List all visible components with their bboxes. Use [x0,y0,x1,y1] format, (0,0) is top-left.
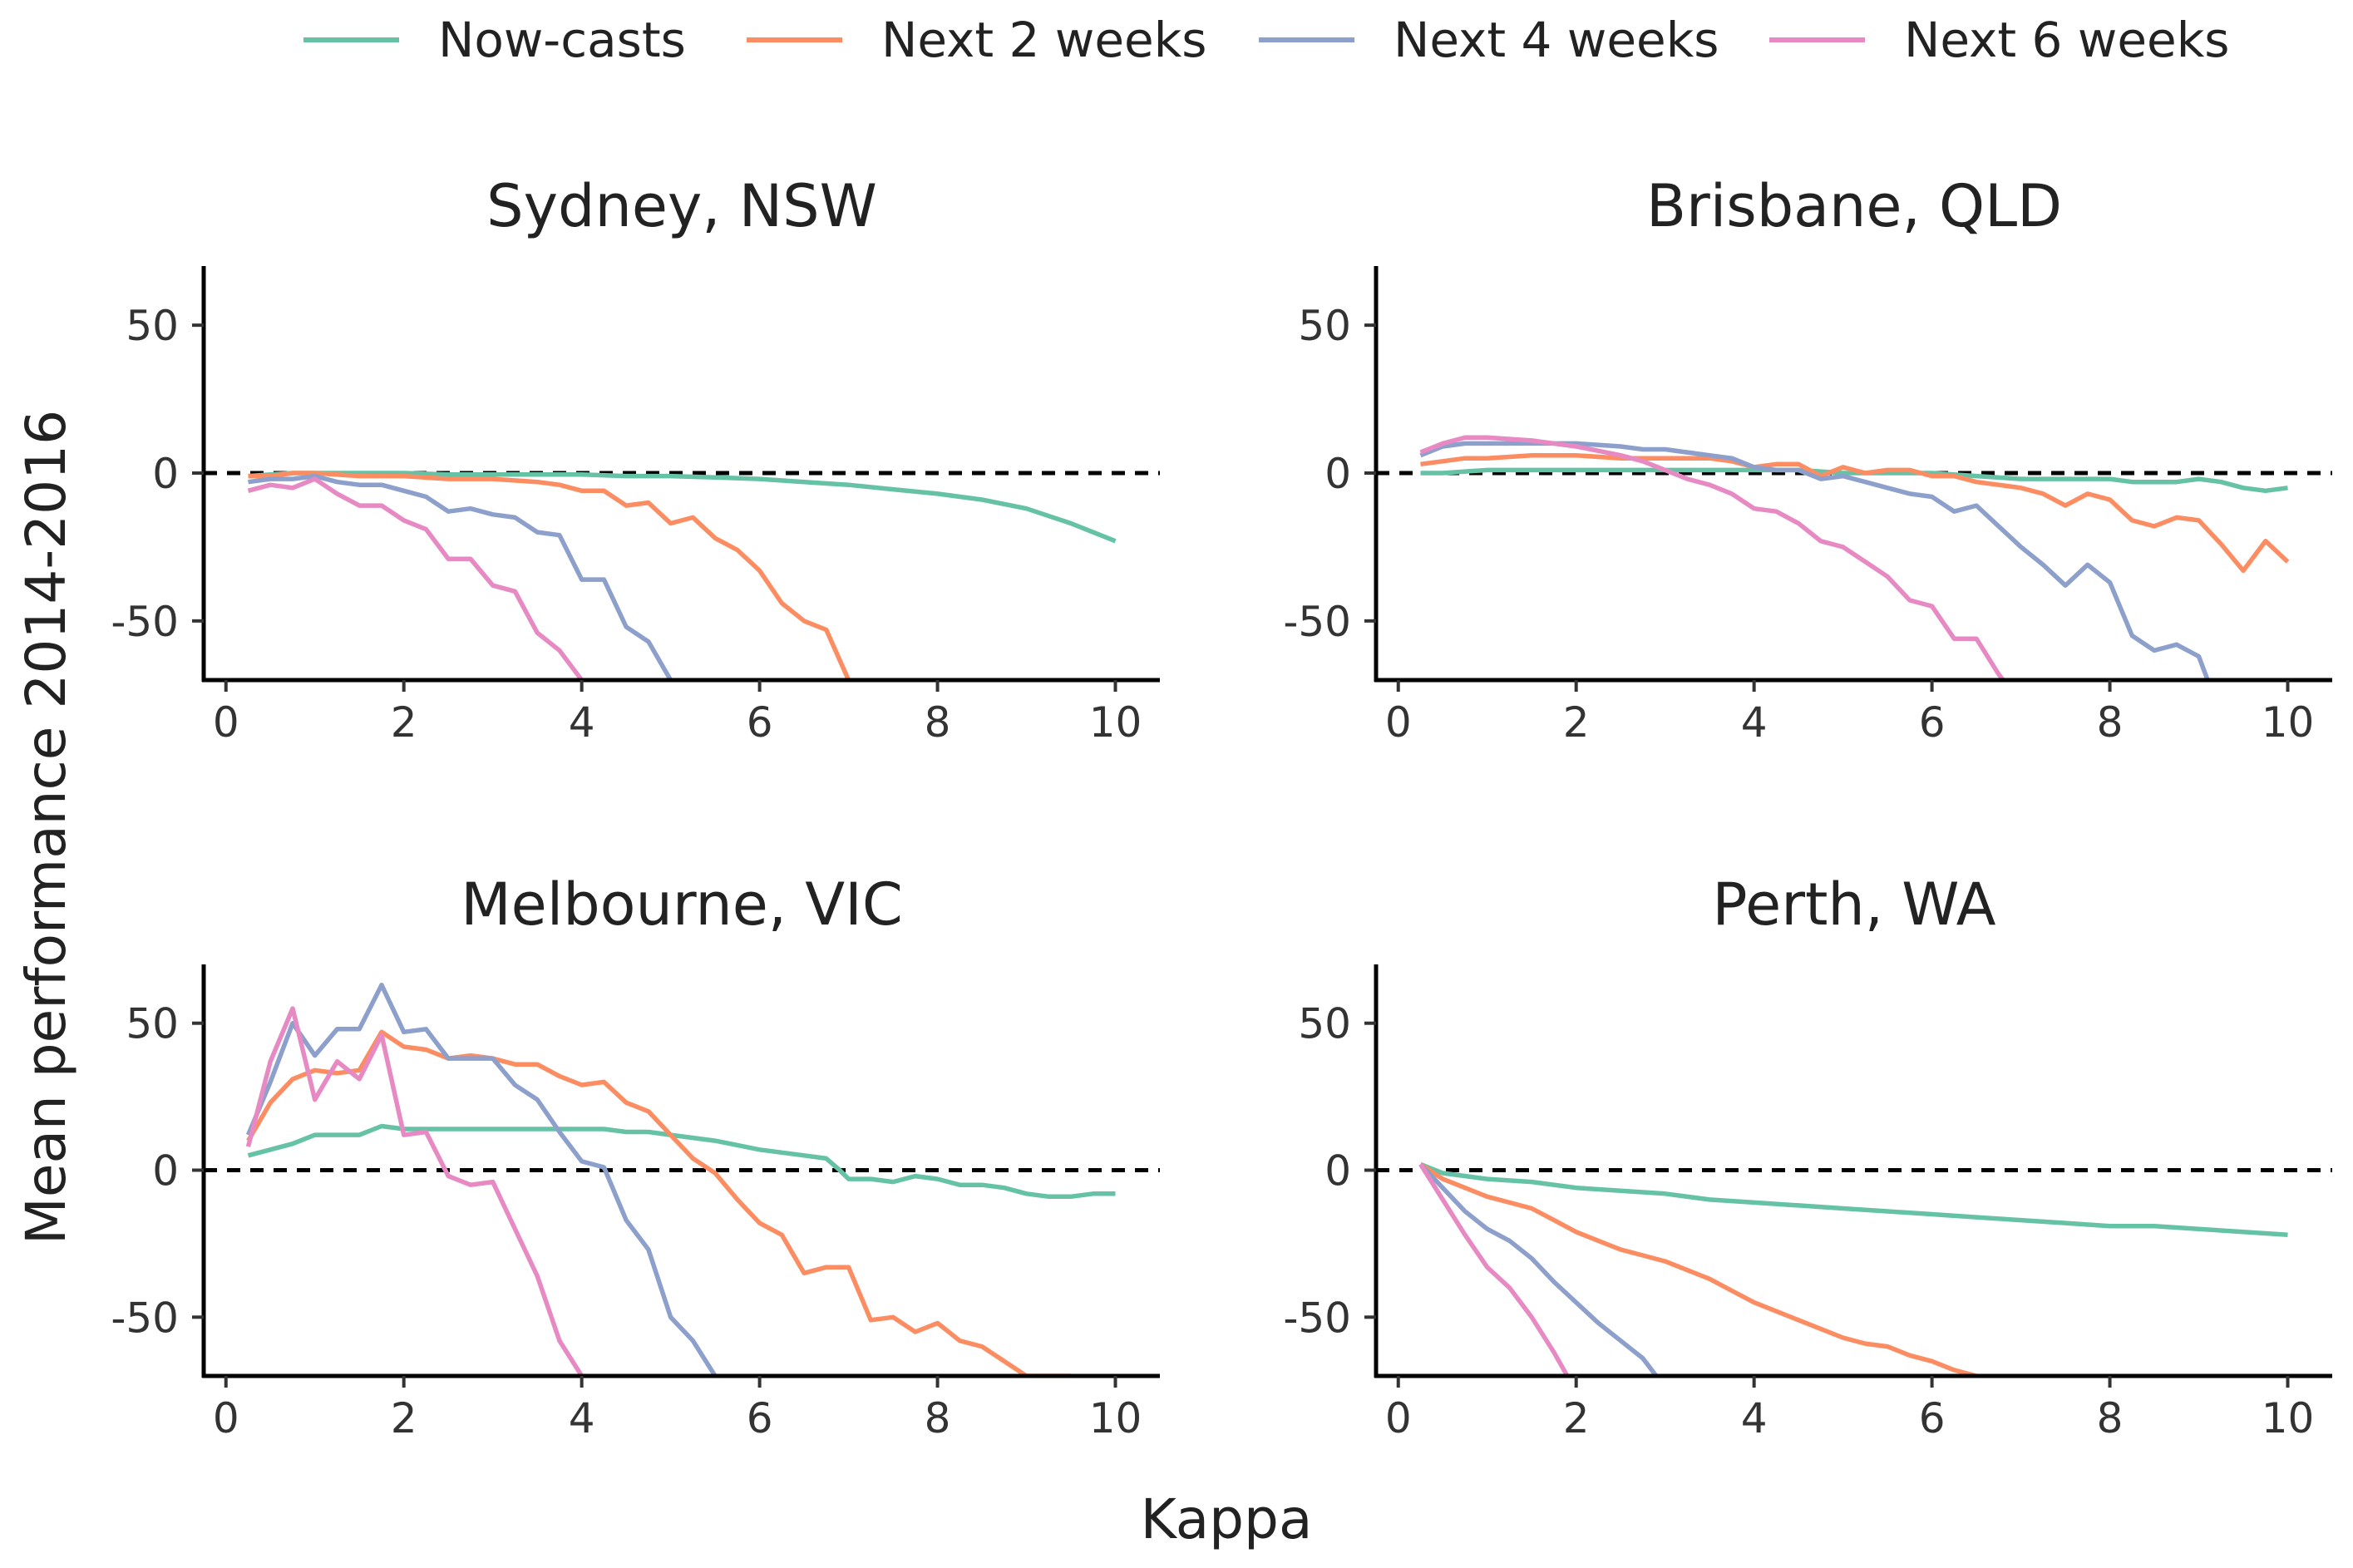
legend-item-next-4-weeks: Next 4 weeks [1259,12,1719,68]
series-line-next-4-weeks [248,473,673,680]
x-tick-label: 0 [213,1394,239,1442]
y-tick-label: -50 [1283,1294,1351,1342]
y-tick-label: 50 [1298,302,1351,350]
legend-label: Now-casts [438,12,686,68]
x-tick-label: 6 [1919,698,1946,747]
x-tick-label: 2 [1563,1394,1590,1442]
chart-panels: Sydney, NSW 0 2 4 6 8 10 -50 0 50 Brisbane, QLD 0 2 4… [111,172,2332,1442]
panel-title: Sydney, NSW [486,172,877,240]
series-lines [245,983,1116,1376]
legend-label: Next 6 weeks [1904,12,2230,68]
y-tick-label: -50 [111,598,179,646]
x-tick-label: 0 [1385,698,1412,747]
x-tick-label: 8 [925,698,951,747]
x-tick-label: 2 [391,698,417,747]
x-tick-label: 8 [2097,698,2124,747]
series-line-next-2-weeks [246,1029,1071,1376]
x-tick-label: 2 [391,1394,417,1442]
series-line-next-2-weeks [1418,1162,1977,1376]
series-line-next-4-weeks [1418,1162,1659,1376]
panel-title: Brisbane, QLD [1646,172,2062,240]
series-line-next-2-weeks [1420,452,2290,574]
x-tick-label: 10 [1089,698,1142,747]
y-tick-label: 0 [1324,450,1351,498]
series-line-now-casts [1420,467,2288,494]
x-tick-label: 4 [1741,1394,1768,1442]
x-tick-label: 6 [747,698,773,747]
x-tick-label: 0 [1385,1394,1412,1442]
x-tick-label: 6 [747,1394,773,1442]
series-lines [1418,1161,2288,1376]
legend-item-next-2-weeks: Next 2 weeks [747,12,1207,68]
legend-item-next-6-weeks: Next 6 weeks [1769,12,2230,68]
x-tick-label: 10 [2262,1394,2315,1442]
y-tick-label: 0 [152,1147,179,1196]
x-tick-label: 4 [569,1394,595,1442]
series-line-next-6-weeks [1419,435,2005,680]
y-tick-label: -50 [1283,598,1351,646]
panel-title: Perth, WA [1712,870,1995,939]
series-line-next-6-weeks [1418,1162,1570,1376]
series-lines [1419,435,2290,680]
y-tick-label: 0 [1324,1147,1351,1196]
y-tick-label: 50 [1298,1000,1351,1048]
series-lines [247,471,1117,680]
x-axis-title: Kappa [1141,1487,1313,1551]
legend-item-now-casts: Now-casts [303,12,686,68]
series-line-next-4-weeks [245,983,718,1376]
x-tick-label: 6 [1919,1394,1946,1442]
series-line-next-4-weeks [1419,441,2210,680]
panel-melbourne-vic: Melbourne, VIC 0 2 4 6 8 10 -50 0 50 [111,870,1160,1442]
panel-perth-wa: Perth, WA 0 2 4 6 8 10 -50 0 50 [1283,870,2332,1442]
legend-label: Next 4 weeks [1394,12,1719,68]
y-axis-title: Mean performance 2014-2016 [14,410,78,1245]
y-tick-label: -50 [111,1294,179,1342]
x-tick-label: 4 [1741,698,1768,747]
x-tick-label: 8 [925,1394,951,1442]
y-tick-label: 0 [152,450,179,498]
panel-title: Melbourne, VIC [461,870,902,939]
series-line-next-2-weeks [248,471,851,680]
series-line-now-casts [1419,1161,2288,1238]
series-line-next-6-weeks [245,1006,585,1376]
legend-label: Next 2 weeks [881,12,1207,68]
x-tick-label: 10 [2262,698,2315,747]
x-tick-label: 4 [569,698,595,747]
x-tick-label: 2 [1563,698,1590,747]
series-line-now-casts [247,1123,1116,1200]
legend: Now-casts Next 2 weeks Next 4 weeks Next 6 … [303,12,2230,68]
panel-sydney-nsw: Sydney, NSW 0 2 4 6 8 10 -50 0 50 [111,172,1160,747]
panel-brisbane-qld: Brisbane, QLD 0 2 4 6 8 10 -50 0 50 [1283,172,2332,747]
y-tick-label: 50 [126,302,179,350]
series-line-next-6-weeks [247,476,584,680]
x-tick-label: 8 [2097,1394,2124,1442]
y-tick-label: 50 [126,1000,179,1048]
x-tick-label: 0 [213,698,239,747]
x-tick-label: 10 [1089,1394,1142,1442]
